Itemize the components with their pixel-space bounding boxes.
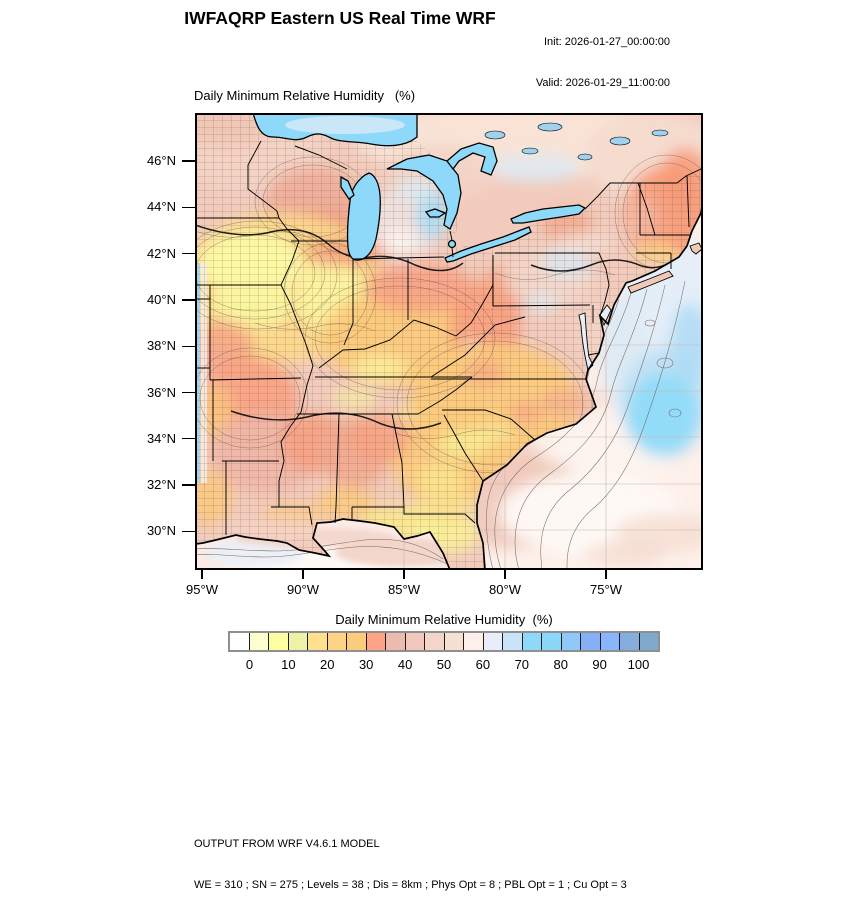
- lat-tick: [182, 252, 195, 255]
- lat-tick: [182, 206, 195, 208]
- lat-tick-label: 36°N: [146, 384, 176, 400]
- colorbar-cell: [639, 633, 658, 650]
- lat-tick: [182, 345, 195, 347]
- colorbar-tick-label: 80: [553, 657, 568, 672]
- colorbar-cell: [347, 633, 367, 650]
- colorbar-cell: [542, 633, 562, 650]
- lon-tick: [302, 570, 304, 579]
- lat-tick-label: 38°N: [146, 338, 176, 354]
- lon-tick-label: 75°W: [590, 582, 622, 597]
- lake-erie: [444, 226, 532, 263]
- chesapeake-bay: [578, 312, 594, 371]
- page-title: IWFAQRP Eastern US Real Time WRF: [184, 8, 496, 28]
- colorbar-tick-label: 40: [397, 657, 413, 672]
- wrf-map-canvas: [176, 112, 720, 571]
- colorbar-cell: [561, 633, 581, 650]
- colorbar-cell: [483, 633, 503, 650]
- lat-tick: [182, 484, 195, 486]
- wrf-plot-page: { "header": { "title": "IWFAQRP Eastern …: [146, 8, 720, 891]
- small-lakes: [484, 122, 669, 161]
- lat-tick: [182, 530, 195, 533]
- lat-tick-label: 40°N: [146, 291, 176, 307]
- colorbar-tick-label: 60: [475, 657, 491, 672]
- colorbar-cell: [444, 633, 464, 650]
- colorbar-tick-label: 0: [245, 657, 254, 672]
- colorbar-cell: [464, 633, 484, 650]
- colorbar-cell: [230, 633, 250, 650]
- colorbar-cell: [386, 633, 406, 650]
- colorbar-tick-label: 100: [627, 657, 650, 672]
- lat-tick-label: 34°N: [146, 430, 176, 446]
- colorbar-cell: [327, 633, 347, 650]
- colorbar-tick-label: 90: [592, 657, 607, 672]
- colorbar-title: Daily Minimum Relative Humidity (%): [335, 612, 553, 627]
- lon-tick: [504, 570, 506, 579]
- colorbar-cell: [522, 633, 542, 650]
- footer-line1: OUTPUT FROM WRF V4.6.1 MODEL: [194, 838, 380, 850]
- green-bay: [340, 175, 355, 200]
- colorbar-cell: [620, 633, 640, 650]
- lat-tick-label: 44°N: [146, 199, 176, 215]
- colorbar-cell: [308, 633, 328, 650]
- lat-tick: [182, 438, 195, 440]
- colorbar-cell: [366, 633, 386, 650]
- lat-tick: [182, 391, 195, 394]
- model-info-footer: OUTPUT FROM WRF V4.6.1 MODEL WE = 310 ; …: [194, 811, 627, 906]
- delaware-bay: [599, 304, 612, 327]
- saginaw-bay: [424, 208, 447, 218]
- gulf-coastline: [194, 518, 451, 571]
- colorbar-cell: [581, 633, 601, 650]
- lon-tick-label: 85°W: [388, 582, 420, 597]
- colorbar-tick-label: 20: [320, 657, 335, 672]
- lake-michigan: [346, 172, 381, 261]
- footer-line2: WE = 310 ; SN = 275 ; Levels = 38 ; Dis …: [194, 878, 627, 891]
- lake-st-clair: [447, 239, 457, 249]
- lake-huron: [386, 154, 462, 230]
- georgian-bay: [446, 142, 498, 176]
- colorbar-cell: [405, 633, 425, 650]
- lon-tick: [605, 570, 607, 579]
- colorbar-tick-label: 50: [436, 657, 452, 672]
- lat-tick-label: 42°N: [146, 245, 176, 261]
- lat-tick-label: 46°N: [146, 153, 176, 168]
- lon-tick-label: 80°W: [489, 582, 521, 597]
- colorbar-tick-label: 10: [281, 657, 296, 672]
- colorbar-tick-label: 70: [514, 657, 530, 672]
- colorbar: [228, 631, 660, 652]
- humidity-map: [176, 112, 720, 571]
- colorbar-cell: [269, 633, 289, 650]
- lat-tick: [182, 299, 195, 301]
- lon-tick: [201, 570, 203, 579]
- colorbar-cell: [288, 633, 308, 650]
- lon-tick-label: 95°W: [186, 582, 218, 597]
- lon-tick: [403, 570, 405, 579]
- state-borders: [195, 140, 704, 535]
- atlantic-coastline: [476, 200, 704, 571]
- long-island: [627, 270, 674, 294]
- lon-tick-label: 90°W: [287, 582, 319, 597]
- init-time: Init: 2026-01-27_00:00:00: [544, 36, 670, 48]
- map-border: [195, 113, 703, 570]
- lat-tick: [182, 160, 195, 162]
- cape-cod: [689, 242, 703, 255]
- lake-ontario: [510, 204, 587, 224]
- run-times: Init: 2026-01-27_00:00:00 Valid: 2026-01…: [508, 9, 670, 104]
- lat-tick-label: 32°N: [146, 477, 176, 493]
- lat-tick-label: 30°N: [146, 523, 176, 539]
- colorbar-cell: [600, 633, 620, 650]
- colorbar-cell: [503, 633, 523, 650]
- colorbar-cell: [249, 633, 269, 650]
- valid-time: Valid: 2026-01-29_11:00:00: [535, 76, 670, 89]
- map-panel-title: Daily Minimum Relative Humidity (%): [194, 88, 416, 103]
- colorbar-tick-label: 30: [358, 657, 374, 672]
- colorbar-cell: [425, 633, 445, 650]
